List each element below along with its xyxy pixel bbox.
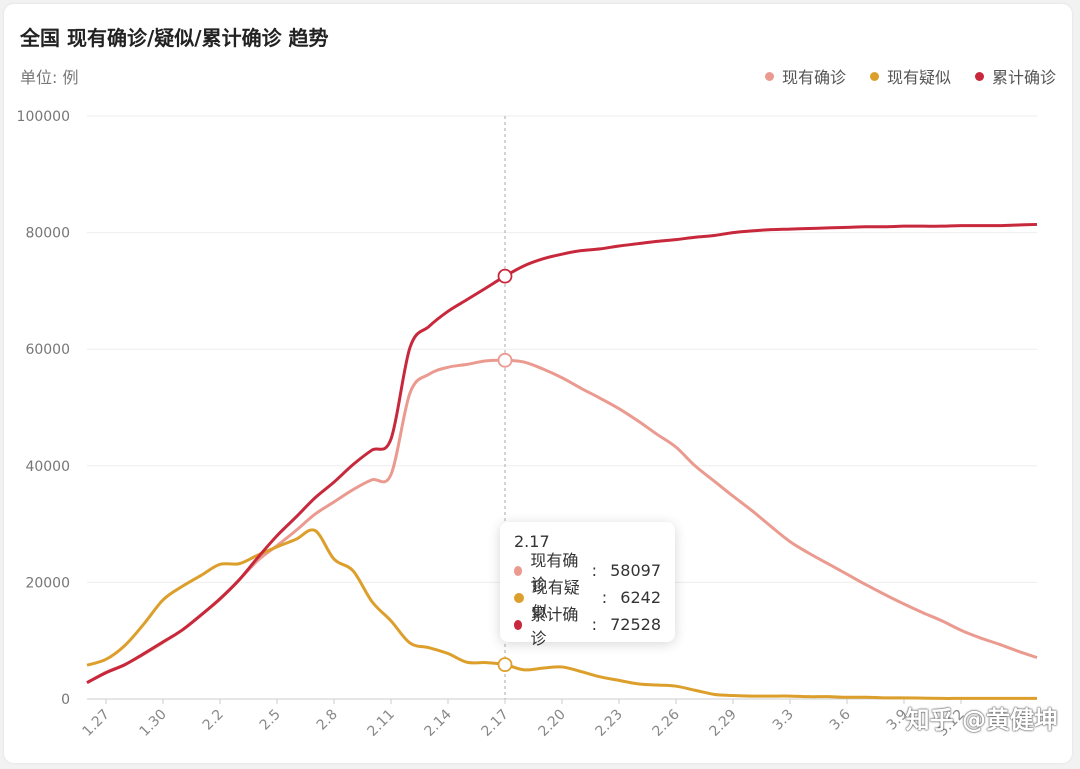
x-tick-label: 3.6 [827,706,854,733]
tooltip-label-current-suspected: 现有疑似 [531,577,580,621]
tooltip-dot-cumulative-confirmed [514,619,523,630]
tooltip-row-current-suspected: 现有疑似: 6242 [514,578,661,621]
y-tick-label: 0 [61,692,70,708]
x-tick-label: 2.29 [706,707,739,740]
tooltip-row-cumulative-confirmed: 累计确诊: 72528 [514,605,661,648]
y-tick-label: 60000 [25,342,70,358]
tooltip: 2.17 现有确诊: 58097 现有疑似: 6242 累计确诊: 72528 [500,522,675,648]
legend: 现有确诊 现有疑似 累计确诊 [764,64,1056,88]
series-line-current-suspected [86,528,1037,700]
watermark: 知乎 @黄健坤 [905,706,1058,734]
x-tick-label: 1.30 [136,707,169,740]
x-tick-label: 2.14 [421,706,454,739]
marker-cumulative-confirmed [497,268,513,284]
y-tick-label: 40000 [25,459,70,475]
chart-title: 全国 现有确诊/疑似/累计确诊 趋势 [20,26,329,50]
x-tick-label: 2.2 [200,707,227,734]
marker-current-suspected [497,657,513,673]
legend-dot-cumulative-confirmed [974,71,984,81]
x-tick-label: 2.8 [314,707,341,734]
tooltip-value-current-confirmed: 58097 [610,561,661,580]
legend-item-current-confirmed[interactable]: 现有确诊 [764,64,846,88]
tooltip-dot-current-suspected [514,592,524,603]
tooltip-dot-current-confirmed [514,565,523,576]
tooltip-value-cumulative-confirmed: 72528 [610,615,661,634]
legend-dot-current-confirmed [764,71,774,81]
x-tick-label: 2.17 [478,707,511,740]
x-tick-label: 1.27 [79,707,112,740]
x-tick-label: 2.20 [535,707,568,740]
y-tick-label: 20000 [25,575,70,591]
y-tick-label: 80000 [25,226,70,242]
x-tick-label: 2.11 [364,707,397,740]
tooltip-value-current-suspected: 6242 [620,588,661,607]
tooltip-label-current-confirmed: 现有确诊 [530,550,579,594]
x-tick-label: 2.26 [649,706,682,739]
tooltip-row-current-confirmed: 现有确诊: 58097 [514,551,661,594]
legend-dot-current-suspected [869,71,879,81]
legend-label-current-confirmed: 现有确诊 [781,68,846,87]
legend-label-cumulative-confirmed: 累计确诊 [991,68,1056,87]
legend-label-current-suspected: 现有疑似 [886,68,951,87]
marker-current-confirmed [497,352,513,368]
tooltip-date: 2.17 [514,532,550,551]
legend-item-current-suspected[interactable]: 现有疑似 [869,64,951,88]
x-tick-label: 2.5 [257,707,284,734]
legend-item-cumulative-confirmed[interactable]: 累计确诊 [974,64,1056,88]
x-tick-label: 2.23 [592,707,625,740]
y-tick-label: 100000 [17,109,70,125]
x-tick-label: 3.3 [770,707,797,734]
tooltip-label-cumulative-confirmed: 累计确诊 [530,604,579,648]
unit-label: 单位: 例 [20,68,79,87]
series-line-cumulative-confirmed [86,222,1038,685]
